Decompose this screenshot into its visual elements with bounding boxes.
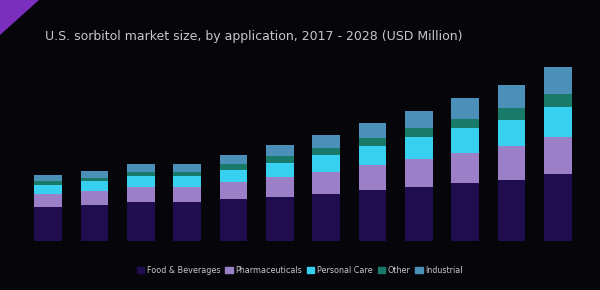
Bar: [312, 194, 340, 241]
Bar: [80, 178, 109, 182]
Bar: [173, 187, 201, 202]
Bar: [34, 206, 62, 241]
Bar: [173, 176, 201, 187]
Bar: [544, 68, 572, 94]
Bar: [266, 156, 294, 163]
Bar: [34, 185, 62, 194]
Bar: [127, 164, 155, 172]
Bar: [359, 123, 386, 138]
Bar: [220, 164, 247, 170]
Bar: [173, 164, 201, 172]
Bar: [497, 84, 526, 108]
Bar: [312, 135, 340, 148]
Bar: [127, 187, 155, 202]
Bar: [359, 146, 386, 165]
Legend: Food & Beverages, Pharmaceuticals, Personal Care, Other, Industrial: Food & Beverages, Pharmaceuticals, Perso…: [134, 263, 466, 278]
Bar: [497, 146, 526, 180]
Bar: [359, 191, 386, 241]
Bar: [451, 183, 479, 241]
Bar: [127, 202, 155, 241]
Bar: [80, 191, 109, 205]
Bar: [359, 165, 386, 191]
Bar: [80, 171, 109, 178]
Bar: [266, 197, 294, 241]
Bar: [451, 128, 479, 153]
Bar: [544, 174, 572, 241]
Bar: [220, 182, 247, 200]
Bar: [405, 159, 433, 187]
Bar: [173, 202, 201, 241]
Text: U.S. sorbitol market size, by application, 2017 - 2028 (USD Million): U.S. sorbitol market size, by applicatio…: [45, 30, 463, 44]
Bar: [405, 128, 433, 137]
Bar: [405, 137, 433, 159]
Bar: [312, 148, 340, 155]
Bar: [312, 172, 340, 194]
Bar: [173, 172, 201, 176]
Bar: [451, 153, 479, 183]
Bar: [544, 94, 572, 107]
Bar: [34, 182, 62, 185]
Bar: [34, 194, 62, 206]
Bar: [544, 107, 572, 137]
Bar: [359, 138, 386, 146]
Bar: [127, 172, 155, 176]
Bar: [451, 98, 479, 119]
Bar: [220, 170, 247, 182]
Bar: [405, 110, 433, 128]
Bar: [497, 180, 526, 241]
Bar: [80, 205, 109, 241]
Bar: [220, 200, 247, 241]
Bar: [497, 119, 526, 146]
Bar: [497, 108, 526, 119]
Bar: [266, 177, 294, 197]
Bar: [34, 175, 62, 182]
Bar: [544, 137, 572, 174]
Bar: [266, 145, 294, 156]
Bar: [266, 163, 294, 177]
Bar: [405, 187, 433, 241]
Bar: [80, 182, 109, 191]
Bar: [127, 176, 155, 187]
Bar: [312, 155, 340, 172]
Bar: [451, 119, 479, 128]
Bar: [220, 155, 247, 164]
